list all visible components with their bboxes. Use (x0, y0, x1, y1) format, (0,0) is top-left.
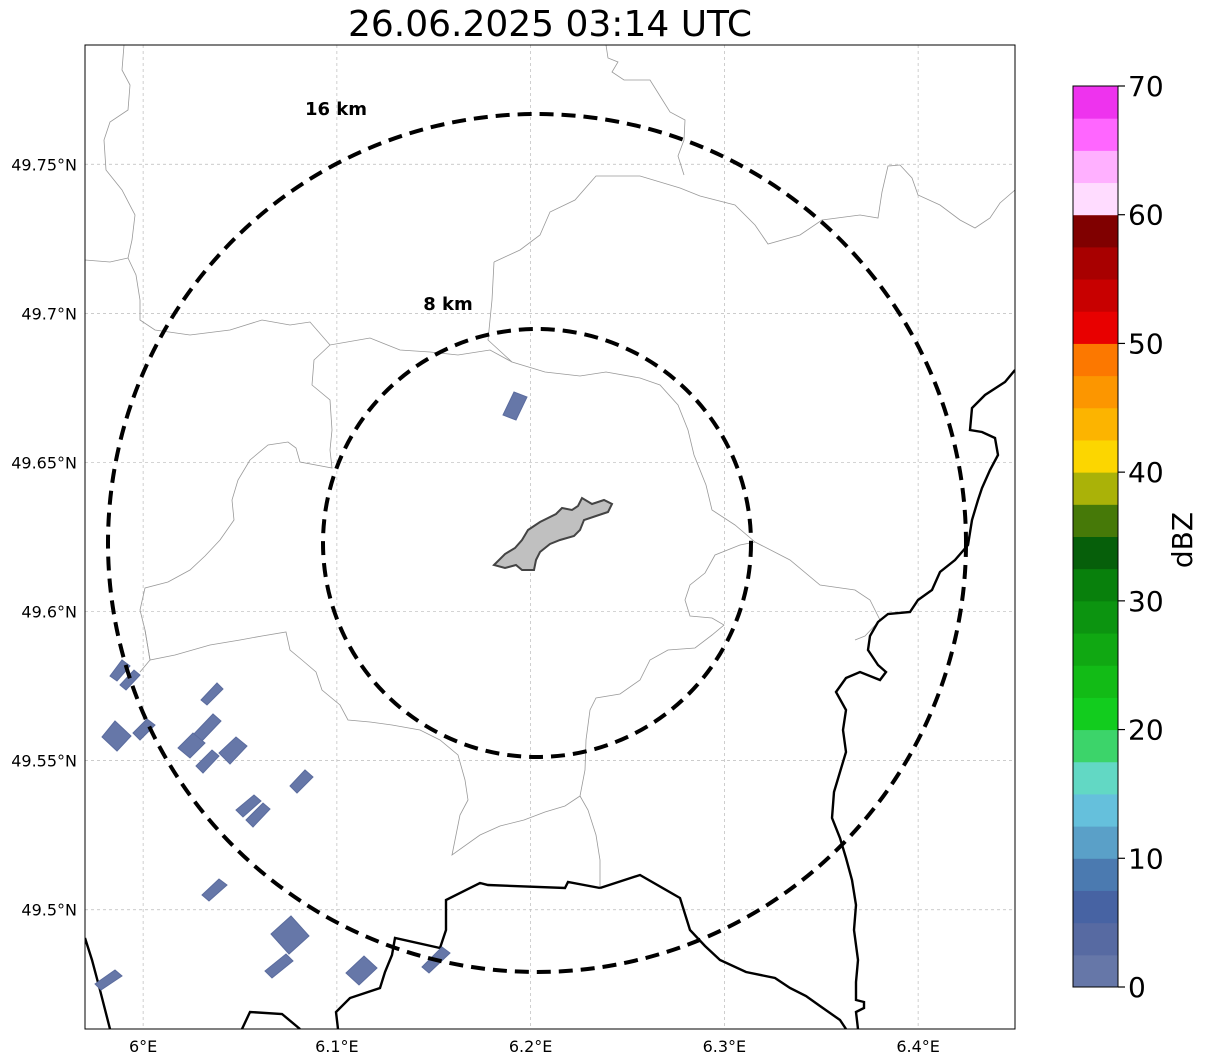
colorbar-segment (1073, 536, 1118, 570)
radar-echo (177, 732, 206, 759)
radar-echo (195, 749, 220, 774)
map-frame (84, 44, 1016, 1030)
boundary-line (144, 629, 581, 856)
colorbar-segment (1073, 118, 1118, 151)
colorbar-tick-label: 40 (1128, 456, 1164, 489)
colorbar-segment (1073, 826, 1118, 859)
colorbar-segment (1073, 633, 1118, 666)
colorbar-label: dBZ (1166, 512, 1199, 568)
colorbar-segment (1073, 150, 1118, 184)
radar-echo (264, 953, 294, 979)
colorbar-segment (1073, 922, 1118, 956)
national-border (85, 369, 1015, 1029)
radar-echo (289, 769, 314, 794)
boundary-line (139, 344, 333, 673)
lat-tick-label: 49.75°N (11, 155, 77, 174)
colorbar-segment (1073, 600, 1118, 634)
border-line (599, 873, 847, 1029)
colorbar-segment (1073, 890, 1118, 924)
latitude-ticks: 49.75°N 49.7°N 49.65°N 49.6°N 49.55°N 49.5°N (11, 155, 77, 919)
boundary-line (754, 541, 881, 641)
lon-tick-label: 6°E (129, 1037, 157, 1056)
city-area (492, 496, 614, 571)
lat-tick-label: 49.55°N (11, 752, 77, 771)
lon-tick-label: 6.2°E (509, 1037, 553, 1056)
lat-tick-label: 49.7°N (21, 304, 77, 323)
colorbar-segment (1073, 86, 1118, 119)
colorbar-tick-label: 20 (1128, 714, 1164, 747)
colorbar-segment (1073, 214, 1118, 248)
ring-label-8km: 8 km (423, 294, 473, 315)
lat-tick-label: 49.5°N (21, 901, 77, 920)
radar-echo (270, 915, 310, 955)
colorbar-segment (1073, 472, 1118, 505)
map-area[interactable] (85, 45, 1015, 1029)
colorbar-tick-label: 0 (1128, 971, 1146, 1004)
colorbar-tick-label: 60 (1128, 199, 1164, 232)
lon-tick-label: 6.3°E (703, 1037, 747, 1056)
colorbar-segment (1073, 504, 1118, 537)
ring-label-16km: 16 km (305, 99, 367, 120)
radar-echo (94, 969, 123, 991)
range-ring-16km (106, 112, 968, 974)
radar-echoes (94, 391, 528, 991)
longitude-ticks: 6°E 6.1°E 6.2°E 6.3°E 6.4°E (129, 1037, 940, 1056)
border-line (85, 937, 112, 1029)
radar-echo (132, 718, 156, 741)
lon-tick-label: 6.1°E (315, 1037, 359, 1056)
lat-tick-label: 49.65°N (11, 453, 77, 472)
range-ring-8km (321, 327, 753, 759)
colorbar-tick-label: 10 (1128, 842, 1164, 875)
colorbar-segment (1073, 761, 1118, 795)
boundary-line (579, 541, 756, 797)
lat-tick-label: 49.6°N (21, 603, 77, 622)
colorbar-segment (1073, 439, 1118, 473)
colorbar-segment (1073, 343, 1118, 377)
border-line (334, 880, 601, 1029)
radar-echo (218, 736, 248, 765)
map-title: 26.06.2025 03:14 UTC (347, 4, 753, 45)
colorbar-tick-label: 50 (1128, 327, 1164, 360)
boundary-line (605, 45, 686, 176)
lon-tick-label: 6.4°E (896, 1037, 940, 1056)
municipal-boundaries (85, 45, 1015, 888)
radar-echo (502, 391, 528, 421)
colorbar-segment (1073, 311, 1118, 344)
gridlines (85, 45, 1015, 1029)
radar-echo (201, 878, 228, 902)
border-line (830, 369, 1015, 1029)
radar-echo (235, 794, 262, 818)
colorbar-segment (1073, 279, 1118, 312)
border-line (240, 1010, 301, 1029)
colorbar-segment (1073, 182, 1118, 216)
colorbar-segment (1073, 954, 1118, 988)
boundary-line (579, 795, 601, 888)
colorbar-frame (1072, 85, 1119, 988)
radar-echo (345, 955, 378, 986)
colorbar (1073, 86, 1118, 988)
boundary-line (493, 164, 1015, 263)
colorbar-tick-label: 30 (1128, 585, 1164, 618)
radar-echo (101, 720, 132, 752)
boundary-line (487, 261, 756, 543)
radar-echo (245, 802, 271, 828)
colorbar-segment (1073, 858, 1118, 891)
colorbar-segment (1073, 375, 1118, 409)
colorbar-tick-label: 70 (1128, 70, 1164, 103)
colorbar-segment (1073, 697, 1118, 731)
radar-echo (200, 682, 224, 706)
colorbar-segment (1073, 729, 1118, 763)
colorbar-segment (1073, 793, 1118, 827)
colorbar-segment (1073, 246, 1118, 280)
colorbar-segment (1073, 407, 1118, 441)
colorbar-segment (1073, 665, 1118, 698)
colorbar-segment (1073, 568, 1118, 602)
colorbar-ticks: 0 10 20 30 40 50 60 70 (1118, 70, 1164, 1004)
